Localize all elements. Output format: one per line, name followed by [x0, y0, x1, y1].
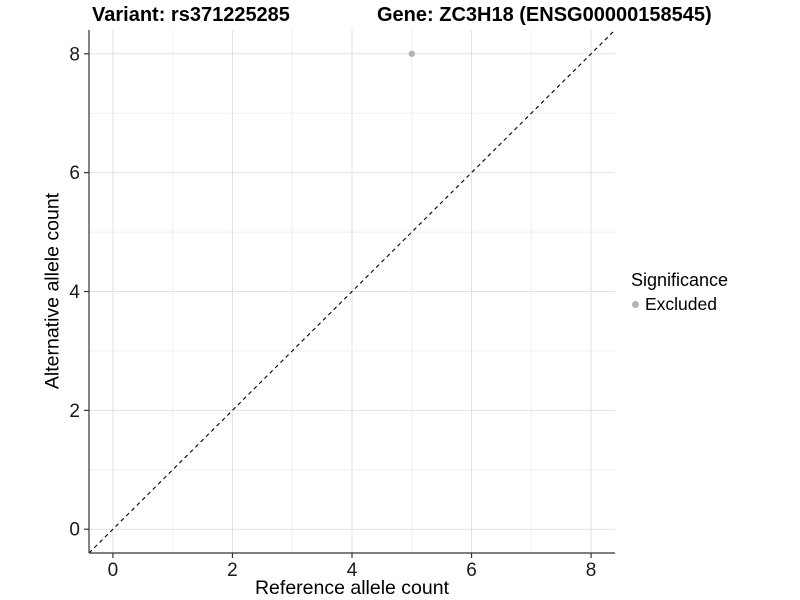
plot-title-variant: Variant: rs371225285	[92, 4, 290, 26]
legend-item-label: Excluded	[645, 294, 717, 314]
x-axis-title: Reference allele count	[254, 577, 450, 599]
legend-item-excluded: Excluded	[631, 294, 728, 315]
legend: Significance Excluded	[631, 271, 728, 315]
x-tick-label: 2	[227, 560, 238, 581]
y-tick-label: 4	[69, 282, 80, 303]
x-tick-label: 6	[466, 560, 477, 581]
y-axis-title: Alternative allele count	[41, 192, 64, 390]
legend-point-icon	[632, 301, 639, 308]
x-tick-label: 0	[108, 560, 119, 581]
identity-line	[88, 29, 616, 554]
data-point	[408, 50, 415, 57]
y-tick-label: 6	[69, 163, 80, 184]
y-tick-label: 0	[69, 520, 80, 541]
y-tick-label: 2	[69, 401, 80, 422]
plot-title-gene: Gene: ZC3H18 (ENSG00000158545)	[377, 4, 712, 26]
y-tick-label: 8	[69, 44, 80, 65]
x-tick-label: 8	[586, 560, 597, 581]
x-tick-label: 4	[347, 560, 358, 581]
legend-title: Significance	[631, 270, 729, 290]
